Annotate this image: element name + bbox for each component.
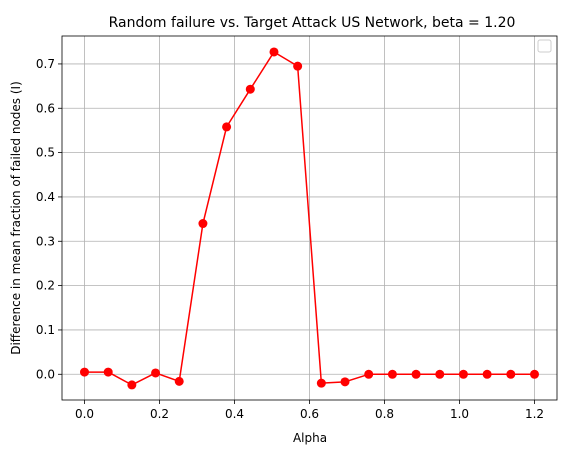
data-point (269, 47, 279, 57)
data-point (364, 369, 374, 379)
data-point (198, 219, 208, 229)
data-point (245, 84, 255, 94)
grid (62, 36, 557, 400)
data-point (80, 367, 89, 377)
x-tick-label: 0.8 (375, 407, 394, 421)
y-tick-label: 0.7 (36, 57, 55, 71)
x-axis-label: Alpha (293, 431, 327, 445)
x-tick-label: 1.2 (525, 407, 544, 421)
data-point (340, 377, 350, 387)
data-point (293, 61, 303, 71)
data-point (530, 369, 539, 379)
y-tick-label: 0.6 (36, 101, 55, 115)
x-tick-label: 0.0 (75, 407, 94, 421)
y-tick-label: 0.1 (36, 323, 55, 337)
data-point (127, 380, 137, 390)
y-tick-label: 0.5 (36, 146, 55, 160)
data-point (151, 368, 161, 378)
data-point (316, 378, 326, 388)
y-tick-label: 0.4 (36, 190, 55, 204)
legend-box[interactable] (537, 39, 552, 53)
series-layer (80, 47, 539, 390)
x-tick-label: 0.4 (225, 407, 244, 421)
data-point (482, 369, 492, 379)
data-point (506, 369, 516, 379)
x-tick-label: 1.0 (450, 407, 469, 421)
x-axis-ticks: 0.0 0.2 0.4 0.6 0.8 1.0 1.2 (75, 400, 544, 421)
data-point (458, 369, 468, 379)
data-point (103, 367, 113, 377)
data-point (435, 369, 445, 379)
chart-title: Random failure vs. Target Attack US Netw… (109, 15, 516, 31)
y-axis-label: Difference in mean fraction of failed no… (9, 81, 23, 355)
data-point (222, 122, 232, 132)
data-point (174, 376, 184, 386)
x-tick-label: 0.2 (150, 407, 169, 421)
y-axis-ticks: 0.0 0.1 0.2 0.3 0.4 0.5 0.6 0.7 (36, 57, 62, 381)
y-tick-label: 0.2 (36, 279, 55, 293)
data-point (387, 369, 397, 379)
x-tick-label: 0.6 (300, 407, 319, 421)
y-tick-label: 0.0 (36, 367, 55, 381)
data-point (411, 369, 421, 379)
y-tick-label: 0.3 (36, 234, 55, 248)
